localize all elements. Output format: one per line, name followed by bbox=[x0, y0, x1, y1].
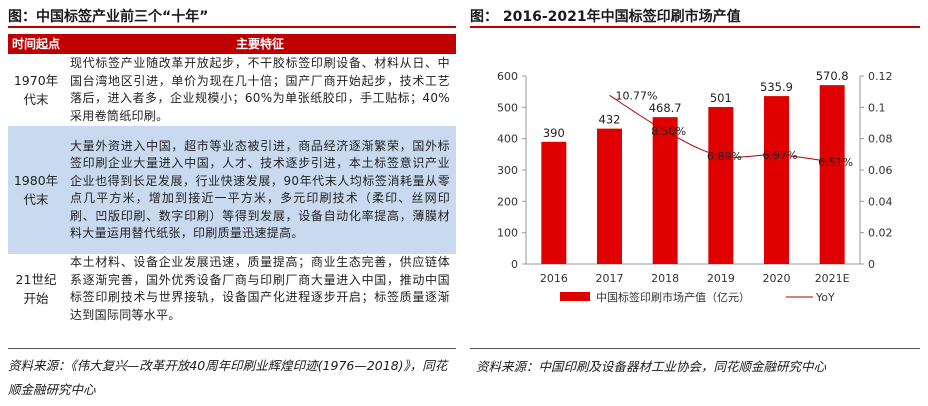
bar bbox=[819, 85, 845, 264]
bar-value-label: 432 bbox=[599, 113, 621, 127]
right-title-rule bbox=[470, 26, 920, 28]
bar bbox=[597, 128, 622, 264]
header-feature: 主要特征 bbox=[64, 34, 456, 54]
x-tick-label: 2021E bbox=[815, 272, 850, 285]
x-tick-label: 2020 bbox=[763, 272, 791, 285]
y-left-tick-label: 200 bbox=[497, 195, 518, 208]
header-period: 时间起点 bbox=[8, 34, 64, 54]
bar bbox=[708, 107, 734, 265]
y-right-tick-label: 0.12 bbox=[868, 70, 893, 83]
y-right-tick-label: 0.02 bbox=[868, 227, 893, 240]
x-tick-label: 2017 bbox=[596, 272, 624, 285]
yoy-value-label: 6.89% bbox=[707, 150, 742, 163]
right-bottom-rule bbox=[470, 348, 920, 349]
yoy-value-label: 6.97% bbox=[763, 149, 798, 162]
bar bbox=[764, 96, 789, 264]
legend-bar-swatch bbox=[560, 292, 590, 301]
table-row: 1980年代末 大量外资进入中国，超市等业态被引进，商品经济逐渐繁荣，国外标签印… bbox=[8, 126, 456, 254]
yoy-value-label: 6.51% bbox=[818, 156, 853, 169]
yoy-line bbox=[609, 94, 833, 163]
feature-cell: 现代标签产业随改革开放起步，不干胶标签印刷设备、材料从日、中国台湾地区引进，单价… bbox=[70, 56, 450, 123]
y-left-tick-label: 0 bbox=[511, 258, 518, 271]
y-right-tick-label: 0.1 bbox=[868, 101, 886, 114]
right-source-note: 资料来源：中国印刷及设备器材工业协会，同花顺金融研究中心 bbox=[476, 359, 827, 374]
left-source-note: 资料来源：《伟大复兴—改革开放40周年印刷业辉煌印迹(1976—2018)》，同… bbox=[8, 358, 448, 397]
bar-value-label: 535.9 bbox=[760, 80, 793, 94]
bar-value-label: 570.8 bbox=[816, 69, 849, 83]
feature-cell: 大量外资进入中国，超市等业态被引进，商品经济逐渐繁荣，国外标签印刷企业大量进入中… bbox=[64, 126, 456, 254]
y-right-tick-label: 0.06 bbox=[868, 164, 893, 177]
y-left-tick-label: 400 bbox=[497, 133, 518, 146]
left-bottom-rule bbox=[8, 348, 456, 349]
market-value-chart: 0 100 200 300 400 500 600 0 0.02 0.04 0.06 0.08 0.1 0… bbox=[497, 69, 893, 304]
legend-line-label: YoY bbox=[815, 291, 835, 304]
bar-value-label: 468.7 bbox=[649, 101, 682, 115]
bar bbox=[541, 141, 567, 264]
y-left-tick-label: 300 bbox=[497, 164, 518, 177]
period-cell: 1980年代末 bbox=[8, 126, 64, 254]
y-right-tick-label: 0.04 bbox=[868, 195, 893, 208]
table-row: 1970年代末 现代标签产业随改革开放起步，不干胶标签印刷设备、材料从日、中国台… bbox=[8, 54, 456, 126]
y-right-tick-label: 0 bbox=[868, 258, 875, 271]
bar-value-label: 501 bbox=[710, 91, 732, 105]
left-figure-title: 图：中国标签产业前三个“十年” bbox=[8, 9, 209, 25]
yoy-value-label: 10.77% bbox=[616, 89, 658, 102]
y-right-tick-label: 0.08 bbox=[868, 133, 893, 146]
y-left-tick-label: 100 bbox=[497, 227, 518, 240]
y-left-tick-label: 600 bbox=[497, 70, 518, 83]
x-tick-label: 2019 bbox=[707, 272, 735, 285]
table-row: 21世纪开始 本土材料、设备企业发展迅速，质量提高；商业生态完善，供应链体系逐渐… bbox=[8, 254, 456, 324]
bar bbox=[652, 117, 678, 265]
bar-value-label: 390 bbox=[543, 126, 565, 140]
right-figure-title: 图： 2016-2021年中国标签印刷市场产值 bbox=[470, 9, 741, 25]
y-left-tick-label: 500 bbox=[497, 101, 518, 114]
era-table: 时间起点 主要特征 1970年代末 现代标签产业随改革开放起步，不干胶标签印刷设… bbox=[8, 34, 456, 324]
legend-bar-label: 中国标签印刷市场产值（亿元） bbox=[596, 290, 750, 304]
x-tick-label: 2018 bbox=[651, 272, 679, 285]
yoy-value-label: 8.50% bbox=[651, 125, 686, 138]
left-title-rule bbox=[8, 26, 456, 28]
period-cell: 1970年代末 bbox=[13, 73, 59, 107]
period-cell: 21世纪开始 bbox=[15, 272, 57, 306]
x-tick-label: 2016 bbox=[540, 272, 568, 285]
feature-cell: 本土材料、设备企业发展迅速，质量提高；商业生态完善，供应链体系逐渐完善，国外优秀… bbox=[70, 255, 450, 322]
